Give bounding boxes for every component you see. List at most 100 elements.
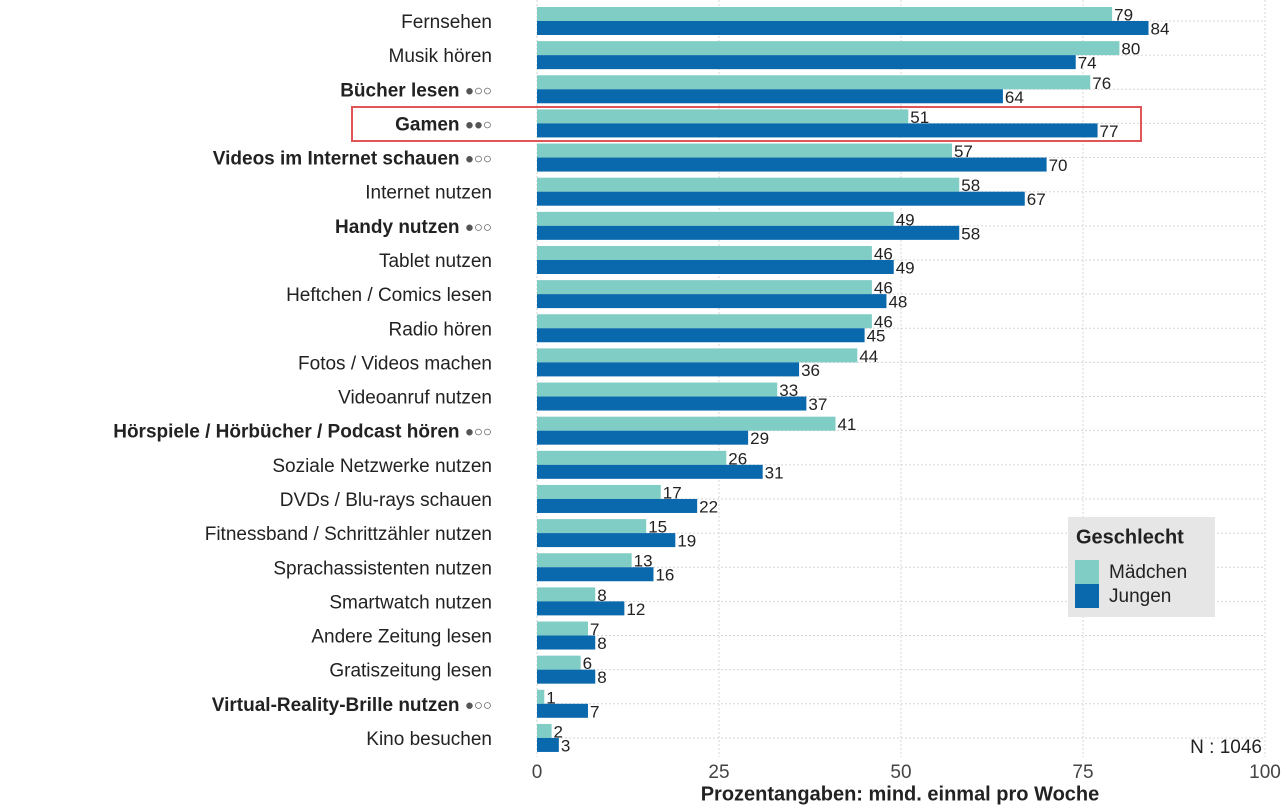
bar	[537, 225, 960, 240]
bar	[537, 75, 1091, 90]
bar	[537, 430, 749, 445]
bar	[537, 191, 1025, 206]
y-tick-label: Andere Zeitung lesen	[311, 627, 492, 648]
value-label: 84	[1151, 19, 1170, 38]
bar	[537, 109, 909, 124]
value-label: 79	[1114, 5, 1133, 24]
value-label: 1	[546, 688, 555, 707]
y-tick-label: Hörspiele / Hörbücher / Podcast hören ●○…	[113, 422, 492, 443]
x-tick-label: 75	[1072, 762, 1093, 783]
value-label: 12	[626, 600, 645, 619]
bar	[537, 362, 800, 377]
bar	[537, 41, 1120, 56]
legend-swatch	[1075, 584, 1099, 608]
y-tick-label: Internet nutzen	[365, 183, 492, 204]
legend-swatch	[1075, 560, 1099, 584]
bar	[537, 416, 836, 431]
value-label: 67	[1027, 190, 1046, 209]
value-label: 37	[808, 395, 827, 414]
value-label: 29	[750, 429, 769, 448]
value-label: 2	[554, 722, 563, 741]
value-label: 49	[896, 258, 915, 277]
bar	[537, 89, 1003, 104]
bar	[537, 259, 894, 274]
bar	[537, 55, 1076, 70]
legend-title: Geschlecht	[1076, 526, 1184, 548]
y-tick-label: Handy nutzen ●○○	[335, 217, 492, 238]
value-label: 7	[590, 620, 599, 639]
bar	[537, 280, 872, 295]
value-label: 36	[801, 361, 820, 380]
y-tick-label: Gamen ●●○	[395, 114, 492, 135]
value-label: 49	[896, 210, 915, 229]
x-tick-label: 25	[708, 762, 729, 783]
y-tick-label: Videos im Internet schauen ●○○	[213, 149, 492, 170]
bar	[537, 382, 778, 397]
bar	[537, 533, 676, 548]
value-label: 3	[561, 736, 570, 755]
bar	[537, 737, 559, 752]
y-tick-label: Fernsehen	[401, 12, 492, 33]
y-tick-label: Videoanruf nutzen	[338, 388, 492, 409]
bar	[537, 328, 865, 343]
x-tick-label: 0	[532, 762, 543, 783]
bar	[537, 655, 581, 670]
y-tick-label: Virtual-Reality-Brille nutzen ●○○	[212, 695, 492, 716]
bar	[537, 464, 763, 479]
y-tick-label: DVDs / Blu-rays schauen	[280, 490, 492, 511]
value-label: 7	[590, 702, 599, 721]
y-tick-label: Gratiszeitung lesen	[329, 661, 492, 682]
value-label: 31	[765, 463, 784, 482]
bar	[537, 689, 545, 704]
y-tick-label: Tablet nutzen	[379, 251, 492, 272]
y-tick-label: Bücher lesen ●○○	[340, 80, 492, 101]
legend-label: Jungen	[1109, 586, 1171, 607]
x-axis-title: Prozentangaben: mind. einmal pro Woche	[701, 783, 1100, 805]
value-label: 58	[961, 224, 980, 243]
bar	[537, 143, 952, 158]
y-tick-label: Soziale Netzwerke nutzen	[272, 456, 492, 477]
bar	[537, 723, 552, 738]
bar	[537, 7, 1113, 21]
value-label: 70	[1049, 156, 1068, 175]
y-tick-label: Radio hören	[388, 319, 492, 340]
value-label: 58	[961, 176, 980, 195]
value-label: 8	[597, 586, 606, 605]
value-label: 15	[648, 518, 667, 537]
value-label: 16	[655, 566, 674, 585]
value-label: 51	[910, 108, 929, 127]
legend-label: Mädchen	[1109, 562, 1187, 583]
value-label: 46	[874, 244, 893, 263]
value-label: 33	[779, 381, 798, 400]
y-tick-label: Kino besuchen	[366, 729, 492, 750]
y-tick-label: Fitnessband / Schrittzähler nutzen	[205, 524, 492, 545]
y-tick-label: Heftchen / Comics lesen	[286, 285, 492, 306]
value-label: 46	[874, 279, 893, 298]
highlight-box	[351, 106, 1142, 142]
bar	[537, 348, 858, 363]
bar	[537, 245, 872, 260]
value-label: 41	[837, 415, 856, 434]
value-label: 19	[677, 532, 696, 551]
bar	[537, 635, 596, 650]
value-label: 77	[1100, 122, 1119, 141]
bar	[537, 567, 654, 582]
y-tick-label: Musik hören	[389, 46, 493, 67]
value-label: 80	[1121, 40, 1140, 59]
y-tick-label: Sprachassistenten nutzen	[273, 558, 492, 579]
value-label: 17	[663, 483, 682, 502]
bar	[537, 484, 661, 499]
bar	[537, 669, 596, 684]
value-label: 57	[954, 142, 973, 161]
bar	[537, 621, 588, 636]
value-label: 8	[597, 634, 606, 653]
bar	[537, 519, 647, 534]
value-label: 76	[1092, 74, 1111, 93]
bars	[537, 7, 1149, 752]
bar	[537, 396, 807, 411]
y-tick-label: Fotos / Videos machen	[298, 353, 492, 374]
value-label: 22	[699, 497, 718, 516]
value-label: 26	[728, 449, 747, 468]
bar	[537, 177, 960, 192]
